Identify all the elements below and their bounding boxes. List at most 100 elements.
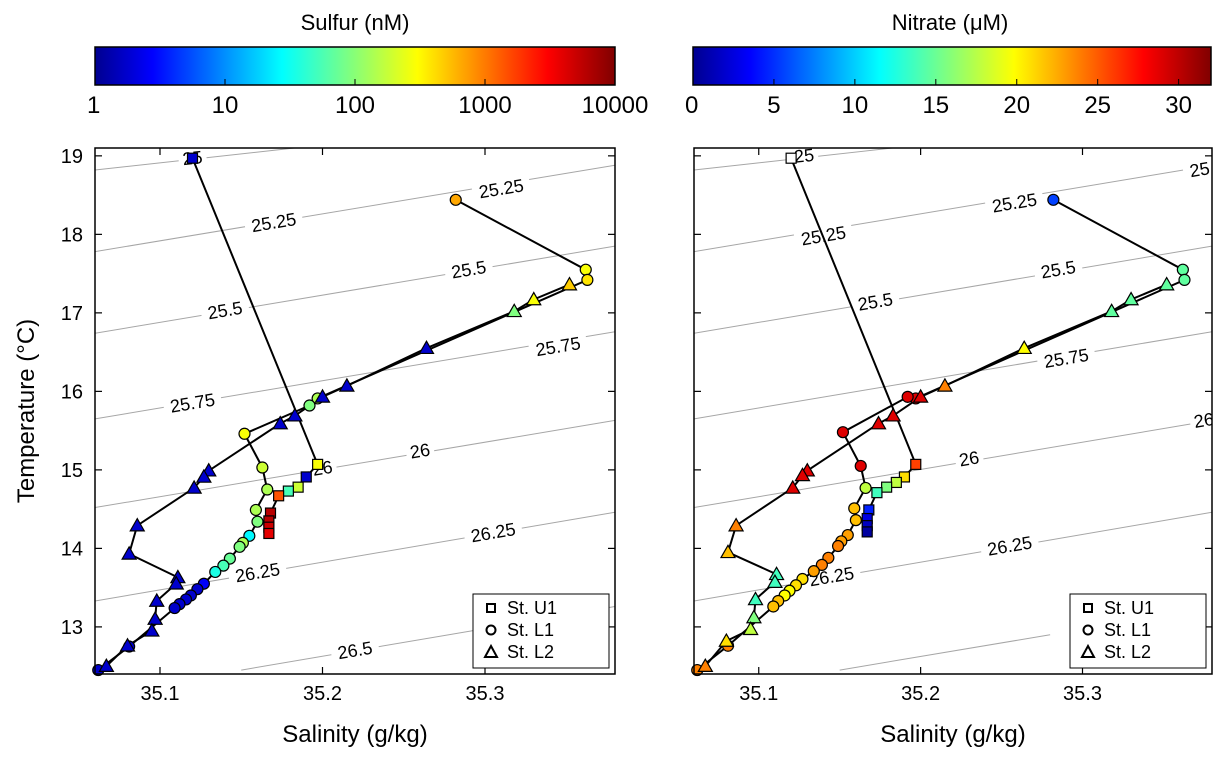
colorbar-tick-label: 5 (767, 92, 780, 119)
y-tick-label: 13 (61, 617, 83, 639)
isopycnal-line (95, 245, 615, 334)
legend-square-icon (1083, 603, 1093, 613)
x-tick-label: 35.2 (901, 683, 940, 705)
marker-triangle (728, 517, 745, 532)
isopycnal-label-bg (979, 531, 1040, 561)
isopycnal-label-group: 25.75 (1036, 343, 1097, 374)
isopycnal-label-group: 25.5 (1032, 255, 1084, 284)
marker-circle (579, 263, 592, 276)
legend-label: St. L2 (507, 642, 554, 662)
marker-triangle (870, 415, 887, 430)
marker-circle (1178, 273, 1191, 286)
left-axes-frame (94, 147, 616, 675)
isopycnal-label-bg (443, 255, 495, 284)
isopycnal-label-group: 26 (953, 446, 985, 472)
marker-triangle (186, 479, 203, 494)
marker-triangle (1103, 303, 1120, 318)
marker-circle (859, 481, 872, 495)
isopycnal-label-bg (984, 188, 1045, 218)
legend-label: St. L2 (1104, 642, 1151, 662)
marker-circle (854, 459, 867, 473)
isopycnal-label: 25.25 (250, 209, 298, 236)
marker-triangle (561, 276, 578, 291)
marker-circle (233, 540, 246, 553)
right-profile-lines (696, 157, 1186, 671)
colorbar-tick-label: 1000 (458, 92, 511, 119)
right-colorbar-ticks: 0 5 10 15 20 25 30 (685, 79, 1192, 119)
marker-triangle (936, 377, 953, 392)
isopycnal-label-group: 26.25 (979, 531, 1040, 561)
right-markers (691, 152, 1191, 677)
marker-circle (168, 601, 181, 615)
isopycnal-label-bg (227, 557, 288, 588)
isopycnal-label: 25.5 (1039, 257, 1077, 283)
marker-triangle (195, 468, 212, 483)
isopycnal-label: 26 (1192, 409, 1215, 432)
isopycnal-line (95, 148, 300, 171)
isopycnal-line (694, 419, 1212, 509)
marker-square (861, 526, 873, 538)
y-tick-label: 17 (61, 303, 83, 325)
legend-label: St. L1 (507, 620, 554, 640)
isopycnal-label: 26.25 (234, 559, 282, 586)
marker-triangle (129, 517, 146, 532)
marker-square (263, 527, 275, 540)
left-xlabel: Salinity (g/kg) (282, 721, 427, 748)
marker-circle (217, 559, 230, 572)
isopycnal-label-bg (162, 388, 223, 418)
marker-circle (303, 399, 316, 412)
marker-triangle (742, 621, 759, 636)
legend-triangle-icon (483, 643, 499, 658)
isopycnal-label-group: 25.25 (984, 188, 1045, 218)
isopycnal-label: 26.25 (469, 519, 517, 546)
isopycnal-label-bg (849, 288, 901, 316)
isopycnal-label-bg (953, 446, 985, 472)
isopycnal-label-bg (404, 438, 436, 464)
marker-square (890, 476, 902, 489)
colorbar-tick-label: 10 (212, 92, 239, 119)
isopycnal-line (95, 164, 615, 253)
marker-triangle (747, 591, 764, 606)
isopycnal-line (694, 148, 898, 171)
x-tick-label: 35.3 (466, 683, 505, 705)
marker-triangle (784, 479, 801, 494)
legend-circle-icon (485, 624, 497, 636)
colorbar-tick-label: 20 (1003, 92, 1030, 119)
right-xlabel: Salinity (g/kg) (880, 721, 1025, 748)
isopycnal-line (839, 634, 1051, 671)
x-tick-label: 35.1 (739, 683, 778, 705)
isopycnal-label: 25.5 (450, 257, 488, 283)
colorbar-tick-label: 10 (842, 92, 869, 119)
marker-triangle (697, 657, 714, 672)
marker-circle (251, 515, 264, 528)
marker-square (186, 152, 199, 164)
left-ylabel: Temperature (°C) (13, 319, 40, 503)
isopycnal-label-bg (471, 174, 532, 204)
marker-square (785, 152, 797, 164)
marker-circle (767, 600, 780, 613)
marker-triangle (506, 303, 523, 318)
isopycnal-label: 25.5 (856, 289, 894, 315)
left-markers (92, 152, 594, 677)
left-colorbar-gradient (94, 46, 616, 86)
isopycnal-label-bg (1032, 255, 1084, 284)
marker-square (910, 458, 922, 470)
colorbar-tick-label: 0 (685, 92, 698, 119)
marker-triangle (314, 388, 331, 403)
isopycnal-label: 25.75 (534, 333, 582, 360)
legend-square-icon (486, 603, 496, 613)
isopycnal-label-bg (1036, 343, 1097, 374)
isopycnal-label: 26.25 (986, 532, 1034, 559)
marker-triangle (885, 407, 902, 422)
right-axes-frame (693, 147, 1213, 675)
marker-triangle (525, 291, 542, 306)
left-colorbar: Sulfur (nM) 1 10 100 1000 10000 (87, 10, 648, 119)
colorbar-tick-label: 25 (1084, 92, 1111, 119)
marker-circle (256, 461, 269, 474)
marker-triangle (766, 573, 783, 588)
left-plot: 2525.2525.2525.525.525.7525.75262626.252… (13, 146, 616, 748)
marker-circle (836, 426, 850, 439)
isopycnal-label-group: 25.75 (527, 331, 589, 362)
